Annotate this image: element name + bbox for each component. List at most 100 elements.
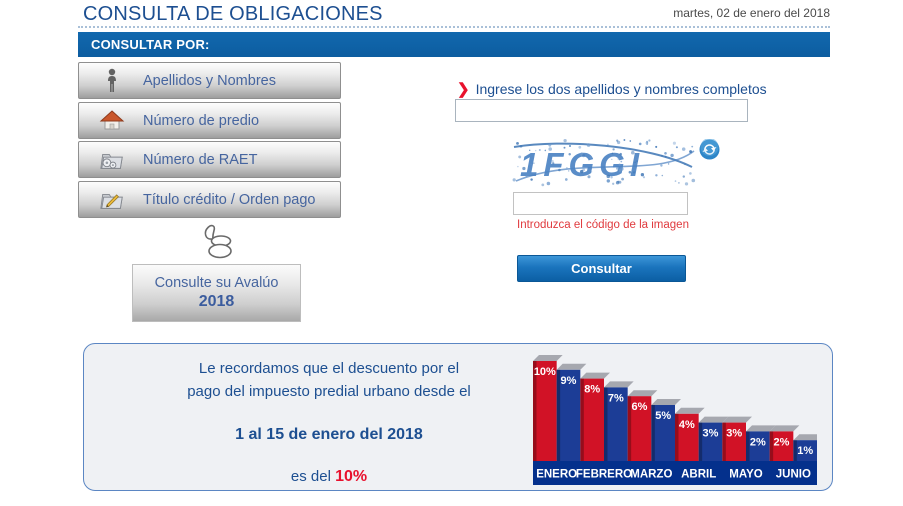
chart-bar xyxy=(769,431,794,461)
captcha-noise-dot xyxy=(670,153,674,158)
captcha-noise-dot xyxy=(664,151,667,155)
captcha-noise-dot xyxy=(634,161,636,163)
month-label: MAYO xyxy=(729,469,762,481)
bar-top-face xyxy=(793,434,823,441)
month-label: ABRIL xyxy=(681,469,716,481)
captcha-noise-dot xyxy=(518,155,522,159)
captcha-noise-dot xyxy=(587,175,591,179)
captcha-image: 1FGGI xyxy=(508,137,698,190)
sidebar-item-label: Título crédito / Orden pago xyxy=(143,191,316,208)
captcha-noise-dot xyxy=(538,149,541,151)
bar-top-face xyxy=(746,425,776,432)
captcha-noise-dot xyxy=(533,162,535,164)
sidebar-item-apellidos-nombres[interactable]: Apellidos y Nombres xyxy=(78,62,341,99)
captcha-noise-dot xyxy=(546,181,551,186)
sidebar-item-label: Número de predio xyxy=(143,112,260,129)
captcha-noise-dot xyxy=(618,168,622,172)
discount-chart: 10% 9% 8% 7% 6% 5% 4% 3% 3% 2% 2% 1% ENEROFEBREROMAR… xyxy=(533,355,823,485)
avaluo-year: 2018 xyxy=(198,293,235,310)
captcha-noise-dot xyxy=(611,152,614,155)
chart-bar xyxy=(604,387,628,461)
month-label: MARZO xyxy=(630,469,672,481)
notice-date-range: 1 al 15 de enero del 2018 xyxy=(235,425,423,443)
bar-shade xyxy=(698,422,703,461)
person-icon xyxy=(99,68,125,94)
captcha-noise-dot xyxy=(684,163,686,166)
captcha-noise-dot xyxy=(566,167,568,169)
sidebar-item-label: Apellidos y Nombres xyxy=(143,72,276,89)
captcha-noise-dot xyxy=(621,177,624,181)
captcha-noise-dot xyxy=(564,178,568,181)
captcha-noise-dot xyxy=(660,164,663,167)
captcha-noise-dot xyxy=(530,178,533,181)
captcha-noise-dot xyxy=(612,148,615,151)
captcha-noise-dot xyxy=(516,141,519,145)
discount-chart-container: 10% 9% 8% 7% 6% 5% 4% 3% 3% 2% 2% 1% ENERO FEBRERO MAR… xyxy=(533,351,823,485)
sidebar-item-titulo-credito[interactable]: Título crédito / Orden pago xyxy=(78,181,341,218)
captcha-noise-dot xyxy=(586,143,591,147)
consulte-avaluo-button[interactable]: Consulte su Avalúo 2018 xyxy=(132,264,301,322)
captcha-noise-dot xyxy=(691,145,694,148)
chart-bar xyxy=(793,440,817,461)
bar-shade xyxy=(627,396,632,461)
captcha-noise-dot xyxy=(615,180,620,185)
bar-value-label: 3% xyxy=(726,428,742,440)
bar-top-face xyxy=(722,416,752,423)
captcha-input[interactable] xyxy=(513,192,688,215)
bar-shade xyxy=(675,413,679,461)
captcha-noise-dot xyxy=(623,139,626,141)
captcha-noise-dot xyxy=(675,146,678,149)
captcha-noise-dot xyxy=(580,169,584,174)
chart-bar xyxy=(533,361,557,461)
captcha-noise-dot xyxy=(552,162,555,165)
bar-value-label: 5% xyxy=(655,410,671,422)
folder-pencil-icon xyxy=(99,187,125,213)
consultar-button[interactable]: Consultar xyxy=(517,255,686,282)
captcha-noise-dot xyxy=(689,150,693,154)
captcha-noise-dot xyxy=(648,139,651,142)
captcha-noise-dot xyxy=(642,176,646,179)
chart-bar xyxy=(556,369,581,461)
dotted-divider xyxy=(78,26,830,28)
bar-top-face xyxy=(604,381,634,388)
bar-shade xyxy=(793,440,797,461)
chart-bar xyxy=(651,405,675,461)
captcha-noise-dot xyxy=(522,166,526,171)
captcha-noise-dot xyxy=(578,145,582,149)
month-label: FEBRERO xyxy=(576,469,632,481)
bar-value-label: 2% xyxy=(750,436,766,448)
sidebar-item-numero-raet[interactable]: Número de RAET xyxy=(78,141,341,178)
month-label: ENERO xyxy=(536,469,577,481)
captcha-noise-dot xyxy=(672,141,676,145)
captcha-noise-dot xyxy=(517,165,519,168)
captcha-noise-dot xyxy=(682,175,685,178)
captcha-noise-dot xyxy=(519,145,523,148)
captcha-hint: Introduzca el código de la imagen xyxy=(517,219,689,231)
captcha-noise-dot xyxy=(610,176,613,179)
captcha-noise-dot xyxy=(646,142,649,144)
captcha-refresh-button[interactable] xyxy=(699,138,720,160)
name-input-label: ❯ Ingrese los dos apellidos y nombres com… xyxy=(457,81,767,98)
captcha-noise-dot xyxy=(589,156,592,159)
captcha-noise-dot xyxy=(563,146,566,149)
chart-bar xyxy=(627,396,652,461)
month-label: JUNIO xyxy=(776,469,811,481)
sidebar-item-numero-predio[interactable]: Número de predio xyxy=(78,102,341,139)
captcha-noise-dot xyxy=(681,147,686,151)
captcha-noise-dot xyxy=(636,160,638,162)
name-input[interactable] xyxy=(455,99,748,122)
captcha-noise-dot xyxy=(674,180,677,182)
captcha-noise-dot xyxy=(619,152,622,156)
notice-line-2: pago del impuesto predial urbano desde e… xyxy=(187,383,471,401)
avaluo-label: Consulte su Avalúo xyxy=(154,275,279,291)
bar-value-label: 7% xyxy=(608,392,624,404)
captcha-noise-dot xyxy=(512,178,516,182)
axis-band xyxy=(533,461,817,485)
captcha-noise-dot xyxy=(640,173,645,177)
captcha-noise-dot xyxy=(646,143,648,145)
captcha-noise-dot xyxy=(684,182,689,186)
captcha-noise-dot xyxy=(618,163,621,166)
captcha-noise-dot xyxy=(629,140,632,142)
bar-value-label: 1% xyxy=(797,445,813,457)
